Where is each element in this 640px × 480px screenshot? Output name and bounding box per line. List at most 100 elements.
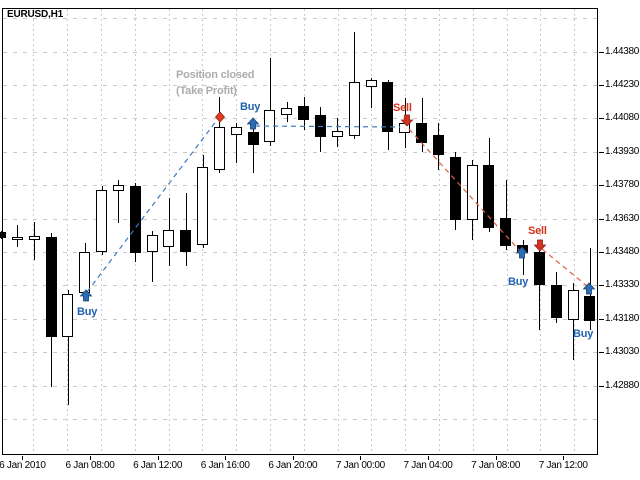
- candle-body-bull: [62, 294, 74, 337]
- time-axis-tick: [563, 456, 565, 460]
- candle-body-bear: [382, 82, 394, 133]
- time-axis-label: 6 Jan 08:00: [65, 460, 115, 471]
- candle-wick: [539, 246, 540, 330]
- position-closed-label: Position closed: [176, 69, 255, 81]
- candle-wick: [68, 290, 69, 406]
- gridline-horizontal: [3, 285, 597, 287]
- gridline-vertical: [67, 9, 69, 454]
- candle-body-bear: [483, 165, 495, 229]
- candle-wick: [17, 225, 18, 247]
- price-axis-label: 1.43930: [605, 145, 640, 157]
- candle-wick: [270, 58, 271, 147]
- time-axis-label: 7 Jan 00:00: [335, 460, 385, 471]
- candle-body-bull: [348, 82, 360, 137]
- price-axis-label: 1.43480: [605, 245, 640, 257]
- gridline-vertical: [337, 9, 339, 454]
- price-axis-tick: [599, 185, 604, 187]
- candle-body-bear: [180, 230, 192, 253]
- price-axis-tick: [599, 84, 604, 86]
- gridline-vertical: [303, 9, 305, 454]
- price-axis-tick: [599, 151, 604, 153]
- price-axis-label: 1.43780: [605, 179, 640, 191]
- price-axis-tick: [599, 352, 604, 354]
- candle-body-bull: [230, 127, 242, 135]
- candle-body-bull: [146, 235, 158, 253]
- gridline-vertical: [405, 9, 407, 454]
- candle-body-bull: [281, 108, 293, 115]
- time-axis-tick: [360, 456, 362, 460]
- gridline-vertical: [574, 9, 576, 454]
- candle-body-bear: [449, 157, 461, 220]
- gridline-vertical: [371, 9, 373, 454]
- candle-body-bull: [264, 110, 276, 143]
- candle-body-bull: [365, 80, 377, 87]
- candle-body-bull: [79, 252, 91, 294]
- candle-body-bull: [466, 165, 478, 221]
- candle-body-bull: [331, 131, 343, 137]
- gridline-horizontal: [3, 418, 597, 420]
- time-axis-label: 6 Jan 2010: [0, 460, 46, 471]
- candle-body-bull: [112, 184, 124, 191]
- time-axis-tick: [90, 456, 91, 460]
- time-axis-label: 6 Jan 12:00: [133, 460, 183, 471]
- price-axis-label: 1.44080: [605, 112, 640, 124]
- price-axis-tick: [599, 251, 604, 253]
- time-axis-label: 7 Jan 04:00: [403, 460, 453, 471]
- price-axis-tick: [599, 318, 604, 320]
- gridline-horizontal: [3, 385, 597, 387]
- price-axis-tick: [599, 218, 604, 220]
- sell-label: Sell: [528, 225, 547, 237]
- sell-label: Sell: [393, 102, 412, 114]
- gridline-vertical: [33, 9, 35, 454]
- price-axis-label: 1.43630: [605, 212, 640, 224]
- candle-body-bear: [0, 232, 6, 239]
- candle-body-bull: [213, 127, 225, 170]
- candle-body-bull: [96, 190, 107, 253]
- candle-body-bull: [399, 123, 411, 133]
- time-axis-label: 7 Jan 12:00: [538, 460, 588, 471]
- price-axis-tick: [599, 51, 604, 53]
- candle-body-bear: [550, 285, 562, 319]
- candle-wick: [371, 78, 372, 109]
- price-axis-tick: [599, 118, 604, 120]
- candle-body-bull: [11, 237, 23, 241]
- candle-body-bear: [416, 123, 427, 143]
- buy-label: Buy: [77, 306, 98, 318]
- gridline-horizontal: [3, 84, 597, 86]
- price-axis-label: 1.44380: [605, 45, 640, 57]
- candle-body-bear: [315, 115, 326, 137]
- gridline-horizontal: [3, 218, 597, 220]
- candle-body-bear: [45, 237, 57, 337]
- candle-body-bear: [432, 135, 444, 155]
- candle-body-bear: [129, 186, 141, 253]
- gridline-horizontal: [3, 352, 597, 354]
- gridline-horizontal: [3, 251, 597, 253]
- price-axis-label: 1.44230: [605, 78, 640, 90]
- buy-label: Buy: [240, 101, 261, 113]
- candle-body-bear: [500, 218, 512, 247]
- time-axis-tick: [22, 456, 24, 460]
- gridline-vertical: [236, 9, 238, 454]
- price-axis-tick: [599, 285, 604, 287]
- gridline-horizontal: [3, 185, 597, 187]
- candle-body-bear: [247, 132, 259, 145]
- candle-body-bull: [28, 236, 40, 241]
- gridline-vertical: [438, 9, 440, 454]
- time-axis-label: 6 Jan 20:00: [268, 460, 318, 471]
- time-axis-tick: [225, 456, 227, 460]
- plot-frame: [2, 8, 598, 455]
- candle-body-bear: [584, 296, 596, 321]
- gridline-vertical: [540, 9, 542, 454]
- price-axis-label: 1.43330: [605, 279, 640, 291]
- candle-body-bull: [567, 290, 579, 320]
- symbol-period-label: EURUSD,H1: [7, 9, 63, 20]
- candle-wick: [573, 283, 574, 361]
- price-axis-label: 1.42880: [605, 379, 640, 391]
- gridline-horizontal: [3, 151, 597, 153]
- time-axis-label: 6 Jan 16:00: [200, 460, 250, 471]
- buy-label: Buy: [573, 328, 594, 340]
- time-axis-tick: [495, 456, 497, 460]
- price-axis-tick: [599, 385, 604, 387]
- gridline-horizontal: [3, 18, 597, 20]
